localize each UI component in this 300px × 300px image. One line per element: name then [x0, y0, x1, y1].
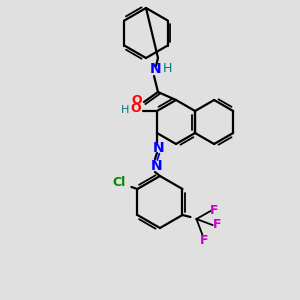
Text: O: O: [130, 103, 141, 116]
Text: H: H: [162, 62, 172, 76]
Text: H: H: [121, 105, 129, 115]
Text: F: F: [200, 235, 209, 248]
Text: Cl: Cl: [113, 176, 126, 190]
Text: N: N: [150, 62, 162, 76]
Text: N: N: [153, 141, 165, 155]
Text: F: F: [210, 203, 219, 217]
Text: F: F: [213, 218, 222, 232]
Text: O: O: [132, 94, 142, 107]
Text: N: N: [151, 159, 163, 173]
